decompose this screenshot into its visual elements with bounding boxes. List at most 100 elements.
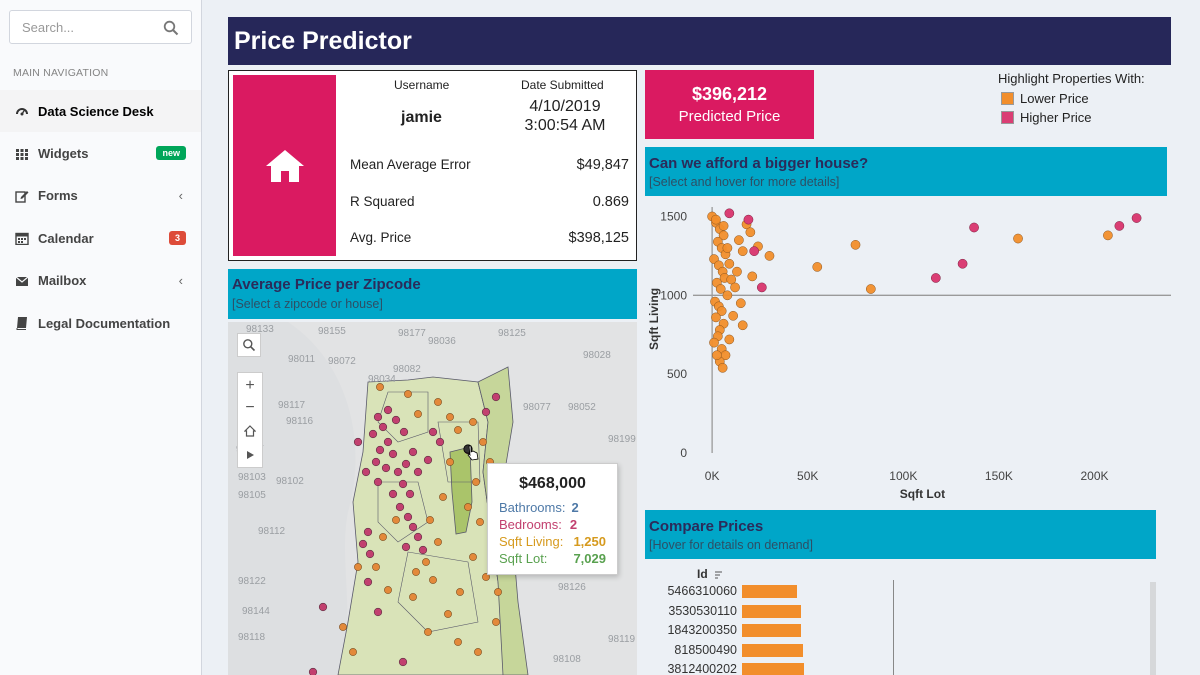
count-badge: 3: [168, 231, 186, 246]
new-badge: new: [156, 146, 186, 161]
data-point-lower-price: [709, 337, 719, 348]
predicted-price-label: Predicted Price: [678, 108, 781, 125]
legend-title: Highlight Properties With:: [998, 71, 1145, 86]
data-point-higher-price: [743, 214, 754, 225]
map-zoom-controls: + −: [237, 372, 263, 468]
legend-item-higher-price[interactable]: Higher Price: [998, 108, 1145, 127]
x-tick-label: 50K: [797, 469, 818, 483]
house-points[interactable]: [308, 383, 512, 675]
data-point-higher-price: [1114, 221, 1125, 231]
nav-label: Mailbox: [38, 273, 87, 289]
sidebar: MAIN NAVIGATION Data Science Desk Widget…: [0, 0, 202, 675]
legend-label: Higher Price: [1020, 110, 1092, 125]
predicted-price-tile: $396,212 Predicted Price: [645, 70, 814, 139]
compare-row[interactable]: 3812400202: [645, 659, 805, 675]
zip-label: 98077: [523, 402, 551, 413]
data-point-lower-price: [865, 284, 876, 294]
tooltip-bathrooms-value: 2: [571, 500, 579, 515]
map-search-button[interactable]: [237, 333, 261, 357]
house-tooltip: $468,000 Bathrooms: 2 Bedrooms: 2 Sqft L…: [487, 463, 618, 575]
compare-row-bar[interactable]: [742, 585, 797, 598]
tooltip-sqft-living-label: Sqft Living:: [499, 534, 564, 549]
data-point-lower-price: [747, 271, 758, 282]
compare-row-bar[interactable]: [742, 604, 801, 618]
data-point-lower-price: [722, 243, 733, 253]
grid-icon: [16, 148, 28, 160]
data-point-higher-price: [957, 258, 968, 269]
data-point-lower-price: [712, 350, 722, 361]
compare-row[interactable]: 1843200350: [645, 620, 805, 640]
tooltip-price: $468,000: [519, 475, 586, 492]
chevron-left-icon: ‹: [178, 187, 183, 203]
highlight-legend: Highlight Properties With: Lower Price H…: [998, 71, 1145, 127]
compare-row-bar[interactable]: [742, 624, 801, 638]
data-point-lower-price: [711, 214, 721, 225]
model-info-panel: Username jamie Date Submitted 4/10/2019 …: [228, 70, 637, 261]
scatter-section-title: Can we afford a bigger house?: [649, 155, 869, 172]
data-point-lower-price: [812, 262, 823, 272]
reference-line: [893, 580, 894, 675]
legend-item-lower-price[interactable]: Lower Price: [998, 89, 1145, 108]
y-tick-label: 500: [667, 367, 687, 381]
compare-row[interactable]: 3530530110: [645, 601, 805, 621]
chevron-left-icon: ‹: [178, 272, 183, 288]
home-tile: [233, 75, 336, 256]
nav-item-calendar[interactable]: Calendar 3: [0, 217, 201, 259]
nav-label: Widgets: [38, 146, 89, 162]
nav-item-forms[interactable]: Forms ‹: [0, 175, 201, 217]
tooltip-sqft-lot-label: Sqft Lot:: [499, 551, 548, 566]
data-point-lower-price: [726, 274, 737, 285]
id-column-header[interactable]: Id: [697, 567, 723, 581]
scatter-plot-svg[interactable]: 0 500 1000 1500 0K 50K 100K 150K 200K Sqft Lot Sqf…: [645, 197, 1171, 505]
data-point-lower-price: [724, 258, 735, 269]
avg-price-label: Avg. Price: [350, 230, 412, 245]
y-tick-label: 0: [680, 446, 687, 460]
tooltip-sqft-living: Sqft Living: 1,250: [499, 533, 606, 550]
compare-row-bar[interactable]: [742, 663, 804, 675]
zip-label: 98108: [553, 654, 581, 665]
data-point-lower-price: [724, 334, 735, 345]
book-icon: [16, 317, 27, 331]
dashboard-title-bar: Price Predictor: [228, 17, 1171, 65]
tooltip-bathrooms: Bathrooms: 2: [499, 499, 606, 516]
zoom-in-button[interactable]: +: [245, 377, 255, 394]
id-column-header-label: Id: [697, 567, 708, 581]
data-point-higher-price: [749, 246, 760, 257]
zip-label: 98116: [286, 416, 314, 427]
nav-item-data-science-desk[interactable]: Data Science Desk: [0, 90, 201, 133]
search-input[interactable]: [10, 11, 160, 43]
username-label: Username: [394, 78, 450, 92]
home-icon: [265, 149, 304, 182]
compare-section-subtitle: [Hover for details on demand]: [649, 538, 813, 552]
data-point-higher-price: [756, 282, 767, 293]
compare-row-bar[interactable]: [742, 643, 803, 657]
compare-row[interactable]: 5466310060: [645, 581, 805, 601]
data-point-lower-price: [1103, 230, 1113, 241]
search-icon[interactable]: [163, 20, 179, 36]
search-box: [9, 10, 192, 44]
pan-mode-button[interactable]: [238, 444, 262, 466]
nav-item-widgets[interactable]: Widgets new: [0, 132, 201, 174]
zip-label: 98105: [238, 490, 266, 501]
data-point-higher-price: [1131, 213, 1142, 223]
zip-label: 98144: [242, 606, 270, 617]
data-point-higher-price: [724, 208, 735, 219]
nav-item-legal-documentation[interactable]: Legal Documentation: [0, 302, 201, 344]
zoom-out-button[interactable]: −: [245, 399, 255, 416]
sqft-scatter-chart[interactable]: 0 500 1000 1500 0K 50K 100K 150K 200K Sqft Lot Sqf…: [645, 197, 1171, 505]
data-point-lower-price: [764, 251, 775, 261]
scatter-section-subtitle: [Select and hover for more details]: [649, 175, 840, 189]
zip-label: 98102: [276, 476, 304, 487]
nav-label: Calendar: [38, 230, 94, 246]
zip-label: 98133: [246, 324, 274, 335]
compare-row[interactable]: 818500490: [645, 640, 805, 660]
submitted-date: 4/10/2019: [529, 98, 601, 115]
sort-icon[interactable]: [713, 570, 723, 580]
nav-item-mailbox[interactable]: Mailbox ‹: [0, 260, 201, 302]
scrollbar[interactable]: [1150, 582, 1156, 675]
map-home-button[interactable]: [238, 420, 262, 442]
y-tick-label: 1500: [660, 209, 687, 223]
tooltip-sqft-living-value: 1,250: [573, 534, 606, 549]
data-point-lower-price: [737, 320, 748, 331]
data-point-lower-price: [735, 298, 746, 309]
